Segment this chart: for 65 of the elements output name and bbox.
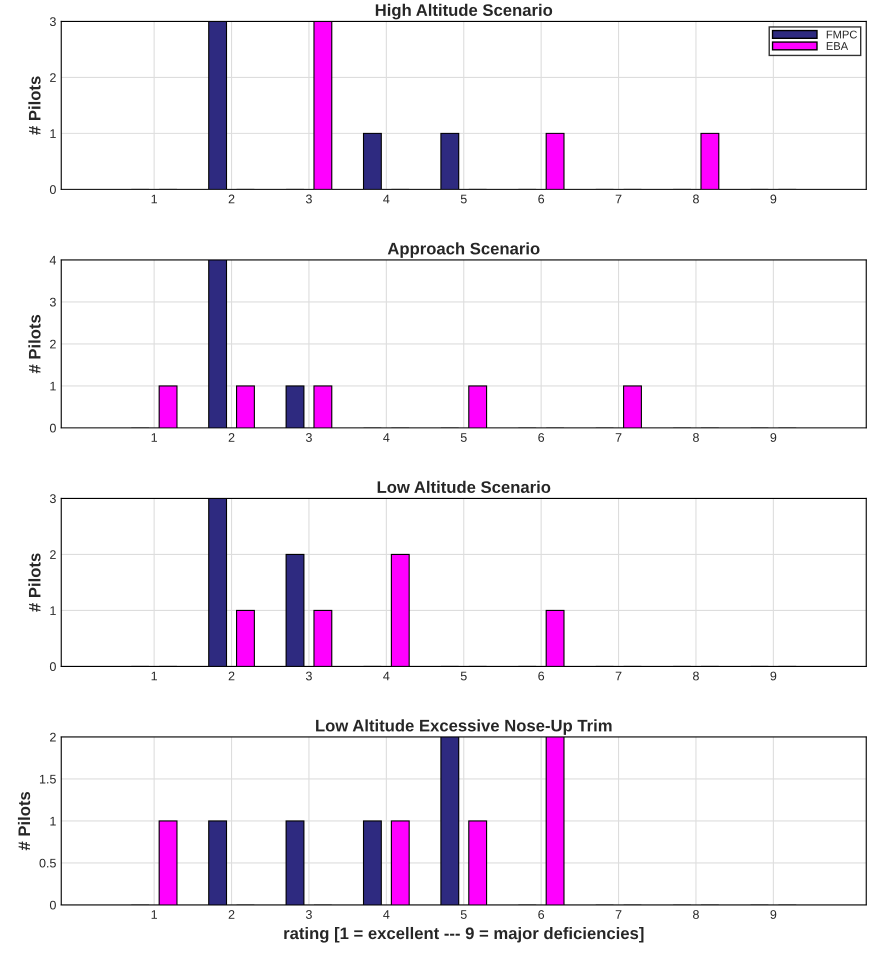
y-tick-label: 2	[50, 73, 56, 82]
x-tick-label: 8	[693, 433, 699, 442]
y-tick-label: 1.5	[40, 774, 56, 784]
x-tick-label: 4	[383, 433, 390, 442]
legend-label: FMPC	[826, 30, 857, 38]
y-tick-label: 1	[50, 129, 56, 138]
x-tick-label: 2	[228, 433, 234, 442]
x-tick-label: 4	[383, 672, 390, 680]
x-tick-label: 9	[770, 194, 776, 204]
x-tick-label: 8	[693, 672, 699, 680]
x-tick-label: 7	[616, 433, 622, 442]
legend-label: EBA	[826, 42, 848, 50]
x-tick-label: 5	[460, 910, 467, 919]
x-tick-label: 9	[770, 672, 776, 680]
y-tick-label: 2	[50, 550, 56, 559]
y-tick-label: 3	[50, 17, 56, 26]
y-tick-label: 2	[50, 732, 56, 742]
chart-title: High Altitude Scenario	[376, 4, 552, 20]
x-tick-label: 4	[383, 194, 390, 204]
y-tick-label: 1	[50, 816, 56, 826]
x-tick-label: 2	[228, 194, 234, 204]
x-tick-label: 7	[616, 910, 622, 919]
y-tick-label: 3	[50, 298, 56, 307]
x-tick-label: 3	[306, 433, 312, 442]
x-tick-label: 4	[383, 910, 390, 919]
y-tick-label: 4	[50, 256, 56, 264]
y-tick-label: 0	[50, 424, 56, 433]
chart-title: Low Altitude Excessive Nose-Up Trim	[316, 719, 612, 735]
x-tick-label: 8	[693, 910, 699, 919]
y-tick-label: 0.5	[40, 858, 56, 868]
y-axis-title: # Pilots	[28, 76, 41, 135]
x-tick-label: 6	[538, 194, 544, 204]
x-tick-label: 8	[693, 194, 699, 204]
x-tick-label: 1	[152, 910, 157, 919]
x-tick-label: 5	[460, 433, 467, 442]
x-tick-label: 7	[616, 194, 622, 204]
x-tick-label: 1	[152, 672, 157, 680]
y-axis-title: # Pilots	[28, 314, 41, 374]
chart-title: Low Altitude Scenario	[378, 480, 550, 494]
chart-title: Approach Scenario	[388, 242, 540, 258]
y-tick-label: 0	[50, 900, 56, 910]
x-tick-label: 6	[538, 672, 544, 680]
y-tick-label: 1	[50, 382, 56, 390]
x-tick-label: 1	[152, 194, 157, 204]
x-tick-label: 5	[460, 194, 467, 204]
x-tick-label: 2	[228, 672, 234, 680]
x-tick-label: 9	[770, 433, 776, 442]
y-tick-label: 2	[50, 340, 56, 348]
y-tick-label: 1	[50, 606, 56, 615]
x-tick-label: 9	[770, 910, 776, 919]
x-tick-label: 5	[460, 672, 467, 680]
x-tick-label: 3	[306, 672, 312, 680]
y-axis-title: # Pilots	[28, 553, 41, 612]
y-tick-label: 0	[50, 185, 56, 194]
y-tick-label: 3	[50, 494, 56, 504]
x-tick-label: 1	[152, 433, 157, 442]
x-axis-title: rating [1 = excellent --- 9 = major deficiencies]	[284, 926, 644, 943]
x-tick-label: 6	[538, 433, 544, 442]
x-tick-label: 2	[228, 910, 234, 919]
y-tick-label: 0	[50, 662, 56, 672]
x-tick-label: 3	[306, 194, 312, 204]
x-tick-label: 3	[306, 910, 312, 919]
x-tick-label: 7	[616, 672, 622, 680]
y-axis-title: # Pilots	[18, 792, 30, 850]
x-tick-label: 6	[538, 910, 544, 919]
